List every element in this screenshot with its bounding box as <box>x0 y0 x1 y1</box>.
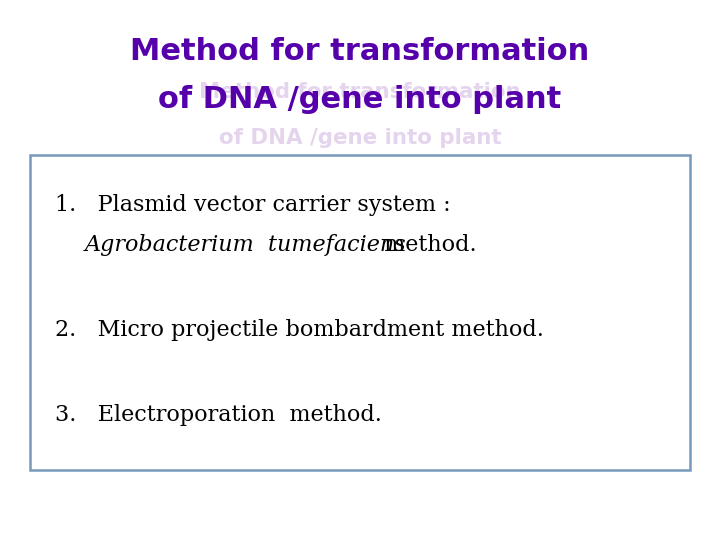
Text: of DNA /gene into plant: of DNA /gene into plant <box>219 128 501 148</box>
Text: of DNA /gene into plant: of DNA /gene into plant <box>158 85 562 114</box>
Text: method.: method. <box>370 234 477 256</box>
Text: Agrobacterium  tumefaciens: Agrobacterium tumefaciens <box>85 234 407 256</box>
Text: Method for transformation: Method for transformation <box>199 82 521 102</box>
Text: Method for transformation: Method for transformation <box>130 37 590 66</box>
Text: 3.   Electroporation  method.: 3. Electroporation method. <box>55 404 382 426</box>
Text: 1.   Plasmid vector carrier system :: 1. Plasmid vector carrier system : <box>55 194 451 216</box>
Bar <box>30 155 690 470</box>
Text: 2.   Micro projectile bombardment method.: 2. Micro projectile bombardment method. <box>55 319 544 341</box>
